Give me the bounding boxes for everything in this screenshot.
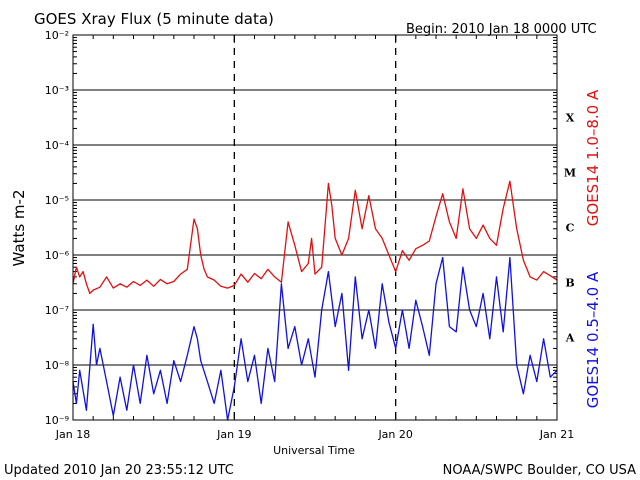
chart-title: GOES Xray Flux (5 minute data) (34, 10, 274, 28)
footer-updated: Updated 2010 Jan 20 23:55:12 UTC (4, 463, 234, 478)
y-axis-label: Watts m-2 (10, 190, 28, 267)
y-tick-labels: 10⁻⁹ 10⁻⁸ 10⁻⁷ 10⁻⁶ 10⁻⁵ 10⁻⁴ 10⁻³ 10⁻² (45, 29, 70, 427)
x-tick-label: Jan 19 (216, 428, 251, 441)
flare-class-label: M (564, 167, 576, 180)
begin-label: Begin: 2010 Jan 18 0000 UTC (406, 22, 597, 37)
flare-class-label: C (566, 222, 575, 235)
footer-credit: NOAA/SWPC Boulder, CO USA (443, 463, 636, 478)
x-tick-label: Jan 18 (55, 428, 90, 441)
flare-class-labels: X M C B A (564, 112, 576, 345)
y-tick-label: 10⁻⁴ (45, 139, 70, 152)
y-tick-label: 10⁻² (45, 29, 69, 42)
series-line-1 (72, 256, 558, 421)
series-line-0 (72, 180, 558, 295)
plot-frame (72, 34, 558, 421)
series-lines (72, 180, 558, 421)
y-tick-label: 10⁻⁸ (45, 359, 70, 372)
axis-ticks (72, 35, 558, 420)
x-tick-label: Jan 20 (377, 428, 412, 441)
x-axis-label: Universal Time (273, 444, 355, 457)
y-tick-label: 10⁻⁹ (45, 414, 69, 427)
grid (73, 35, 557, 420)
legend-series-long: GOES14 1.0–8.0 A (584, 89, 602, 226)
y-tick-label: 10⁻⁷ (45, 304, 69, 317)
flare-class-label: A (565, 332, 575, 345)
y-tick-label: 10⁻⁶ (45, 249, 70, 262)
flare-class-label: B (565, 277, 574, 290)
flare-class-label: X (566, 112, 575, 125)
y-tick-label: 10⁻⁵ (45, 194, 69, 207)
x-tick-labels: Jan 18 Jan 19 Jan 20 Jan 21 (55, 428, 574, 441)
y-tick-label: 10⁻³ (45, 84, 69, 97)
x-tick-label: Jan 21 (539, 428, 574, 441)
legend-series-short: GOES14 0.5–4.0 A (584, 271, 602, 408)
